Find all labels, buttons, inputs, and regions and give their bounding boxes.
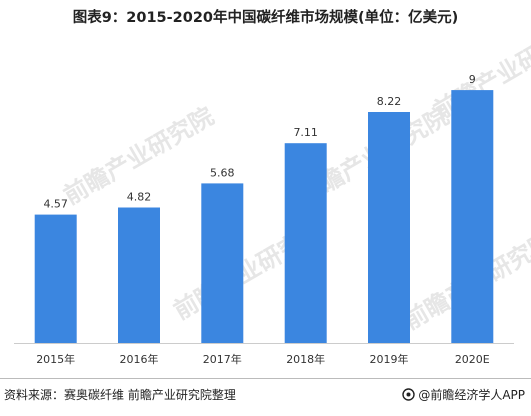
credit: @前瞻经济学人APP [402,386,525,403]
x-tick-label: 2017年 [203,352,242,366]
value-label: 4.57 [43,198,68,211]
value-label: 4.82 [127,191,152,204]
value-label: 5.68 [210,166,235,179]
x-tick-label: 2016年 [120,352,159,366]
bars-group [34,90,494,343]
value-labels-group: 4.57 4.82 5.68 7.11 8.22 9 [43,73,475,211]
value-label: 7.11 [293,126,318,139]
chart-title: 图表9：2015-2020年中国碳纤维市场规模(单位：亿美元) [72,10,459,26]
bar-2015年 [34,214,77,343]
bar-2017年 [201,183,244,343]
value-label: 9 [469,73,476,86]
source-note: 资料来源：赛奥碳纤维 前瞻产业研究院整理 [4,388,236,402]
value-label: 8.22 [377,95,402,108]
credit-text: @前瞻经济学人APP [418,388,525,402]
x-tick-label: 2018年 [286,352,325,366]
qianzhan-logo-icon [402,388,416,401]
footer-divider [0,378,531,379]
x-tick-label: 2019年 [370,352,409,366]
x-tick-label: 2020E [455,353,490,366]
x-tick-label: 2015年 [36,352,75,366]
bar-2018年 [284,143,327,343]
x-tick-labels-group: 2015年 2016年 2017年 2018年 2019年 2020E [36,352,490,366]
bar-2019年 [368,112,410,343]
bar-2016年 [118,207,160,343]
bar-2020E [451,90,494,343]
bar-chart: 前瞻产业研究院前瞻产业研究院前瞻产业研究院前瞻产业研究院前瞻产业研究院 4.57… [14,17,531,366]
